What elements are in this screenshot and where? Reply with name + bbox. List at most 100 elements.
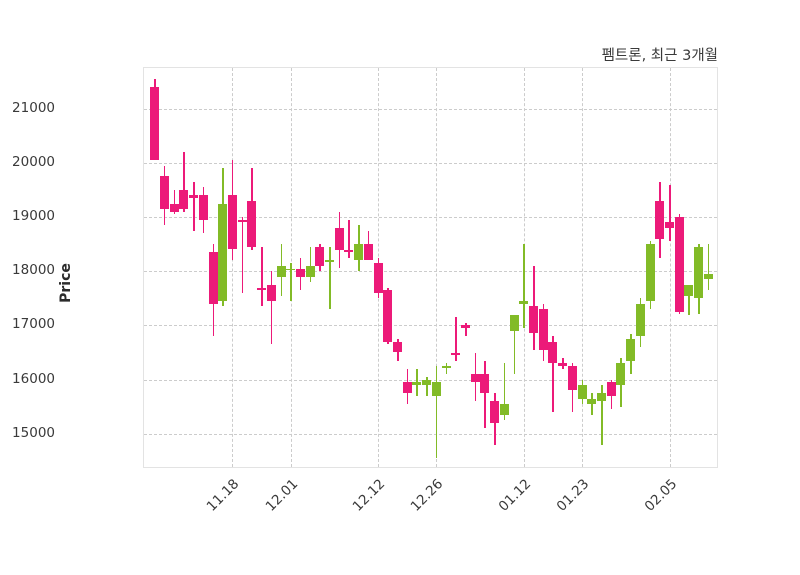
candlestick-body: [655, 200, 665, 239]
y-axis-tick-label: 15000: [12, 424, 55, 441]
candlestick-body: [597, 393, 606, 402]
candlestick-body: [451, 352, 461, 356]
candlestick-body: [305, 265, 315, 277]
candlestick-body: [577, 385, 587, 399]
candlestick-body: [159, 176, 169, 209]
candlestick-body: [237, 219, 247, 223]
candlestick: [237, 68, 247, 467]
candlestick-body: [169, 203, 179, 212]
candlestick: [441, 68, 451, 467]
candlestick-body: [295, 268, 305, 277]
candlestick: [703, 68, 713, 467]
candlestick-body: [325, 260, 334, 263]
candlestick-wick: [290, 263, 292, 301]
candlestick-body: [674, 217, 684, 312]
candlestick-wick: [455, 317, 457, 361]
candlestick-body: [635, 303, 645, 337]
candlestick: [412, 68, 422, 467]
gridline-vertical: [582, 68, 583, 467]
candlestick-body: [257, 287, 266, 291]
candlestick-wick: [445, 363, 448, 375]
candlestick-body: [703, 273, 713, 280]
x-axis-tick-label: 12.01: [262, 476, 302, 515]
chart-title: 펨트론, 최근 3개월: [601, 48, 718, 64]
y-axis-tick-label: 21000: [12, 99, 55, 116]
candlestick: [431, 68, 441, 467]
candlestick: [169, 68, 179, 467]
candlestick: [597, 68, 606, 467]
candlestick-body: [198, 195, 208, 220]
candlestick-body: [558, 363, 568, 366]
candlestick-wick: [465, 322, 467, 337]
candlestick-body: [393, 341, 402, 353]
candlestick: [558, 68, 568, 467]
candlestick: [393, 68, 402, 467]
candlestick: [499, 68, 509, 467]
candlestick: [150, 68, 160, 467]
candlestick-body: [383, 290, 393, 342]
candlestick-body: [538, 309, 548, 350]
candlestick: [470, 68, 480, 467]
x-axis-tick-label: 12.26: [408, 476, 447, 515]
candlestick: [626, 68, 636, 467]
candlestick-wick: [241, 217, 244, 293]
candlestick: [635, 68, 645, 467]
candlestick-body: [276, 265, 286, 277]
candlestick-body: [402, 382, 412, 394]
candlestick-body: [218, 203, 228, 301]
candlestick-body: [354, 244, 364, 261]
candlestick-body: [461, 325, 470, 329]
candlestick: [402, 68, 412, 467]
candlestick-body: [227, 195, 237, 250]
candlestick-body: [286, 268, 296, 271]
candlestick-body: [684, 284, 694, 296]
y-axis-tick-label: 17000: [12, 316, 55, 333]
candlestick: [159, 68, 169, 467]
plot-area: [143, 67, 718, 468]
gridline-horizontal: [144, 217, 717, 218]
candlestick: [276, 68, 286, 467]
candlestick: [616, 68, 626, 467]
candlestick-body: [616, 363, 626, 385]
candlestick-wick: [562, 357, 564, 369]
candlestick-wick: [601, 385, 603, 445]
candlestick-body: [490, 401, 500, 423]
y-axis-group: Price 15000 16000 17000 18000 19000 20000 2100…: [0, 0, 143, 575]
candlestick: [480, 68, 490, 467]
candlestick-body: [431, 382, 441, 396]
candlestick-body: [499, 404, 509, 415]
candlestick: [257, 68, 266, 467]
candlestick: [315, 68, 325, 467]
candlestick: [577, 68, 587, 467]
candlestick-body: [567, 366, 577, 391]
candlestick-wick: [270, 271, 273, 345]
candlestick: [247, 68, 257, 467]
candlestick: [179, 68, 189, 467]
candlestick: [218, 68, 228, 467]
candlestick-body: [189, 195, 198, 198]
candlestick-body: [412, 382, 422, 385]
candlestick-wick: [523, 244, 525, 329]
candlestick-body: [266, 284, 276, 302]
candlestick: [286, 68, 296, 467]
candlestick-body: [665, 222, 674, 228]
candlestick-wick: [484, 360, 486, 429]
candlestick: [529, 68, 538, 467]
candlestick: [655, 68, 665, 467]
candlestick: [684, 68, 694, 467]
candlestick-body: [422, 379, 432, 385]
candlestick: [325, 68, 334, 467]
candlestick-body: [519, 301, 529, 304]
candlestick-body: [509, 314, 519, 331]
candlestick-body: [247, 200, 257, 247]
candlestick-body: [315, 246, 325, 266]
candlestick-wick: [669, 184, 671, 242]
y-axis-tick-label: 19000: [12, 208, 55, 224]
candlestick-body: [645, 244, 655, 301]
gridline-horizontal: [144, 433, 717, 435]
candlestick: [519, 68, 529, 467]
gridline-horizontal: [144, 108, 717, 110]
candlestick-wick: [329, 246, 331, 310]
candlestick-wick: [503, 363, 506, 421]
